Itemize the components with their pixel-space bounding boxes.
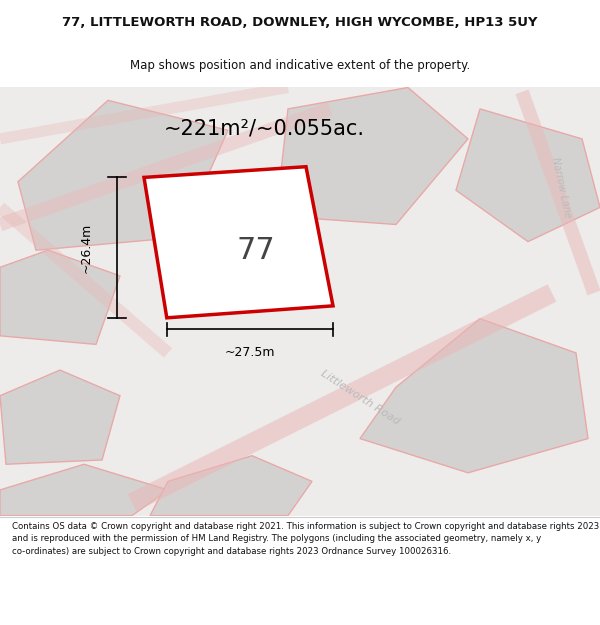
Polygon shape: [0, 370, 120, 464]
Polygon shape: [0, 250, 120, 344]
Polygon shape: [0, 464, 168, 516]
Text: ~27.5m: ~27.5m: [224, 346, 275, 359]
Polygon shape: [456, 109, 600, 242]
Text: Map shows position and indicative extent of the property.: Map shows position and indicative extent…: [130, 59, 470, 72]
Polygon shape: [276, 88, 468, 224]
Text: 77: 77: [236, 236, 275, 265]
Text: ~26.4m: ~26.4m: [79, 222, 92, 272]
Text: Narrow Lane: Narrow Lane: [550, 157, 572, 219]
Text: Contains OS data © Crown copyright and database right 2021. This information is : Contains OS data © Crown copyright and d…: [12, 522, 599, 556]
Polygon shape: [150, 456, 312, 516]
Polygon shape: [360, 319, 588, 472]
Polygon shape: [18, 101, 228, 250]
Text: Littleworth Road: Littleworth Road: [319, 369, 401, 427]
Text: ~221m²/~0.055ac.: ~221m²/~0.055ac.: [163, 118, 365, 138]
Text: 77, LITTLEWORTH ROAD, DOWNLEY, HIGH WYCOMBE, HP13 5UY: 77, LITTLEWORTH ROAD, DOWNLEY, HIGH WYCO…: [62, 16, 538, 29]
Polygon shape: [144, 167, 333, 318]
